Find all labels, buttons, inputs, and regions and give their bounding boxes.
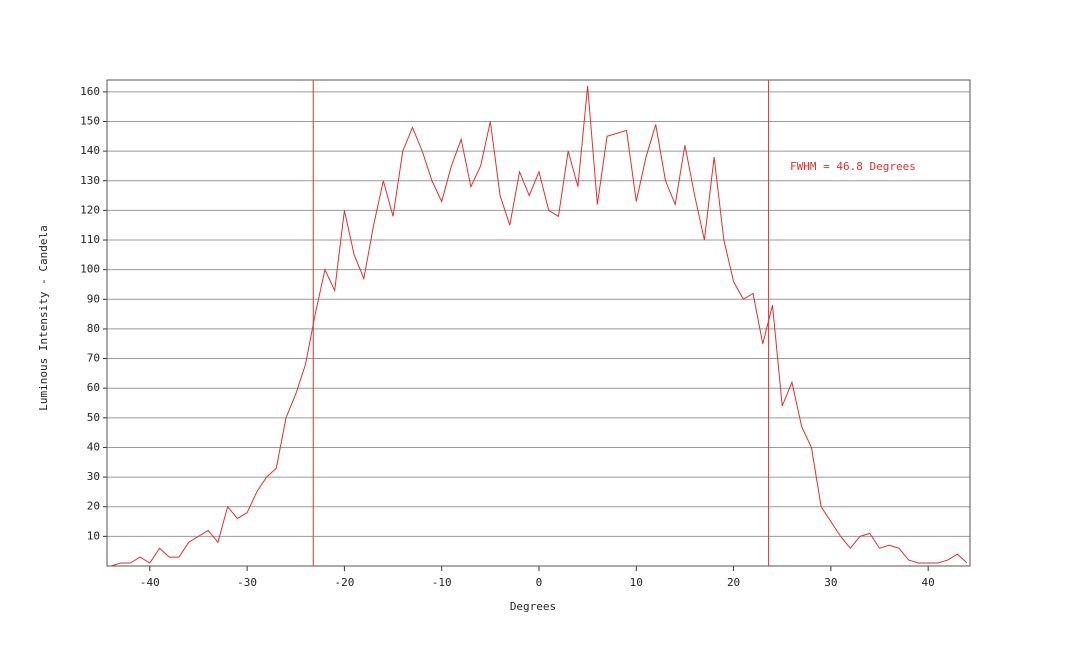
y-tick-label: 160 [80,85,100,98]
x-tick-label: 10 [630,576,643,589]
annotation: FWHM = 46.8 Degrees [790,160,916,173]
y-tick-label: 40 [87,440,100,453]
data-line [110,85,968,567]
y-tick-label: 70 [87,352,100,365]
y-tick-label: 110 [80,233,100,246]
y-axis-label: Luminous Intensity - Candela [37,225,50,410]
y-tick-label: 120 [80,203,100,216]
y-tick-label: 130 [80,174,100,187]
x-tick-label: 40 [922,576,935,589]
plot-frame [106,79,971,567]
x-tick-label: -20 [334,576,354,589]
x-tick-label: 0 [536,576,543,589]
y-tick-label: 30 [87,470,100,483]
y-tick-label: 100 [80,263,100,276]
x-tick-label: -30 [237,576,257,589]
y-tick-label: 90 [87,292,100,305]
y-tick-label: 60 [87,381,100,394]
x-tick-label: 30 [824,576,837,589]
y-tick-label: 50 [87,411,100,424]
y-tick-label: 140 [80,144,100,157]
x-tick-label: -40 [140,576,160,589]
y-tick-label: 80 [87,322,100,335]
x-axis-label: Degrees [510,600,556,613]
x-tick-label: -10 [432,576,452,589]
y-tick-label: 10 [87,529,100,542]
y-tick-label: 20 [87,500,100,513]
x-tick-label: 20 [727,576,740,589]
y-tick-label: 150 [80,114,100,127]
